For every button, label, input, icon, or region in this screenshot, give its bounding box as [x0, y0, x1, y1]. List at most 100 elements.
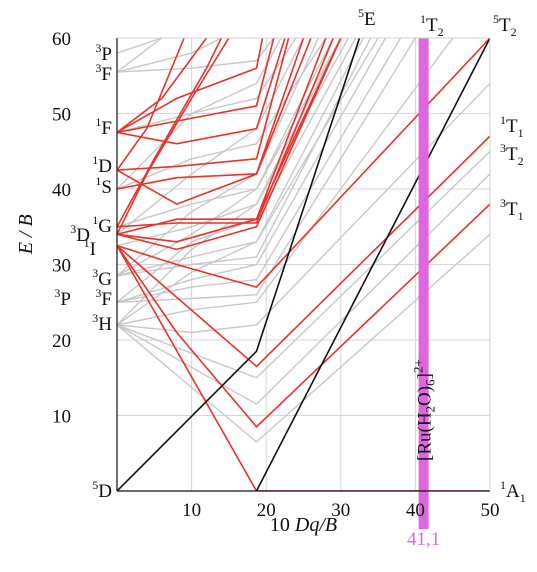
series-line-other-24	[117, 38, 454, 326]
series-line-other-29	[117, 38, 364, 277]
series-line-spin-allowed-8	[117, 38, 327, 243]
left-term-3f: 3F	[95, 61, 112, 85]
right-term-3t2-letter: T	[506, 144, 518, 165]
series-line-other-35	[117, 38, 222, 73]
series-line-spin-allowed-12	[117, 38, 290, 171]
x-tick-label: 50	[481, 500, 500, 521]
marker-formula-text: [Ru(H2O)6]2+	[411, 359, 438, 461]
left-term-3g: 3G	[92, 266, 112, 290]
right-term-1t2-sub: 2	[438, 25, 444, 39]
series-line-other-23	[117, 82, 490, 334]
x-tick-labels: 10 20 30 40 50	[182, 500, 499, 521]
y-axis-label: E / B	[15, 214, 37, 255]
left-term-5d-letter: D	[98, 481, 112, 502]
right-term-5e-sup: 5	[358, 6, 364, 20]
x-tick-label: 20	[257, 500, 276, 521]
left-term-3f-sup: 3	[95, 61, 101, 75]
right-term-3t1: 3T1	[500, 196, 524, 223]
x-axis-label: 10 Dq/B	[270, 514, 337, 536]
left-term-3f-letter: F	[101, 289, 112, 310]
series-line-spin-allowed-15	[117, 38, 286, 145]
left-term-3p: 3P	[95, 41, 112, 65]
x-axis-label-prefix: 10	[270, 514, 295, 536]
y-tick-label: 40	[52, 180, 71, 201]
marker-formula-label-sup: 2+	[411, 359, 426, 373]
series-line-other-40	[117, 38, 342, 326]
series-line-other-22	[117, 150, 490, 379]
right-term-1t1-sub: 1	[518, 126, 524, 140]
marker-formula-label-sub2: 6	[423, 379, 438, 386]
series-line-spin-allowed-9	[117, 38, 335, 228]
right-term-3t2: 3T2	[500, 141, 524, 168]
left-term-5d-sup: 5	[92, 478, 98, 492]
right-term-3t1-letter: T	[506, 199, 518, 220]
right-term-5t2-sub: 2	[511, 25, 517, 39]
series-line-spin-allowed-18	[117, 38, 223, 228]
series-line-other-37	[117, 38, 163, 73]
left-term-1i-sup: 1	[84, 236, 90, 250]
series-line-spin-allowed-5	[117, 38, 490, 288]
left-term-1d-letter: D	[98, 156, 112, 177]
series-line-spin-allowed-3	[117, 135, 490, 368]
right-term-5t2: 5T2	[493, 12, 517, 39]
marker-band	[418, 38, 429, 529]
right-term-1t2-sup: 1	[420, 12, 426, 26]
left-term-1s: 1S	[95, 174, 112, 198]
y-tick-label: 30	[52, 256, 71, 277]
series-line-high-spin-0	[117, 38, 361, 491]
right-term-1t2-letter: T	[426, 15, 438, 36]
y-tick-label: 10	[52, 407, 71, 428]
marker-formula-label-end: ]	[415, 373, 436, 379]
left-term-1f-letter: F	[101, 118, 112, 139]
series-line-other-21	[117, 173, 490, 405]
left-term-3p-sup: 3	[95, 41, 101, 55]
series-line-spin-allowed-14	[117, 38, 264, 134]
y-tick-label: 50	[52, 105, 71, 126]
x-tick-label: 40	[406, 500, 425, 521]
series-line-spin-allowed-11	[117, 38, 312, 205]
left-term-3d: 3D	[70, 222, 90, 246]
marker-value-label: 41,1	[407, 529, 440, 550]
marker-formula-label-mid: O)	[415, 386, 436, 406]
series-line-other-20	[117, 233, 490, 443]
marker-complex-label: [Ru(H2O)6]2+	[411, 359, 438, 461]
right-term-5e-letter: E	[364, 9, 376, 30]
series-line-other-34	[117, 38, 275, 73]
left-term-3p-sup: 3	[54, 286, 60, 300]
right-term-1a1-sub: 1	[520, 491, 526, 505]
series-line-high-spin-1	[255, 38, 490, 491]
series-line-spin-allowed-10	[117, 38, 305, 190]
left-term-3g-sup: 3	[92, 266, 98, 280]
series-line-spin-allowed-17	[117, 38, 185, 171]
series-line-other-26	[117, 38, 402, 303]
left-term-1f: 1F	[95, 115, 112, 139]
left-term-3h: 3H	[92, 311, 112, 335]
left-term-3f-sup: 3	[95, 286, 101, 300]
series-line-other-36	[117, 38, 163, 54]
right-term-5t2-letter: T	[499, 15, 511, 36]
right-term-3t1-sup: 3	[500, 196, 506, 210]
high-spin-state-lines	[117, 38, 490, 491]
series-line-spin-allowed-6	[117, 38, 342, 251]
series-line-other-43	[117, 38, 282, 190]
left-term-5d: 5D	[92, 478, 112, 502]
left-term-1g-letter: G	[98, 216, 112, 237]
y-tick-label: 60	[52, 29, 71, 50]
series-line-spin-allowed-2	[117, 245, 490, 491]
series-line-other-38	[117, 38, 357, 303]
series-line-spin-allowed-7	[117, 38, 342, 236]
left-term-3h-letter: H	[98, 314, 112, 335]
spin-allowed-state-lines	[117, 38, 490, 491]
left-term-3p: 3P	[54, 286, 71, 310]
y-tick-labels: 10 20 30 40 50 60	[52, 29, 71, 428]
right-term-1t1-letter: T	[506, 116, 518, 137]
right-term-5t2-sup: 5	[493, 12, 499, 26]
series-line-spin-allowed-16	[117, 38, 208, 134]
left-term-1s-letter: S	[101, 177, 112, 198]
left-term-1g: 1G	[92, 213, 112, 237]
left-term-1d: 1D	[92, 153, 112, 177]
x-axis-label-var: Dq/B	[294, 514, 337, 536]
left-term-3d-letter: D	[76, 225, 90, 246]
